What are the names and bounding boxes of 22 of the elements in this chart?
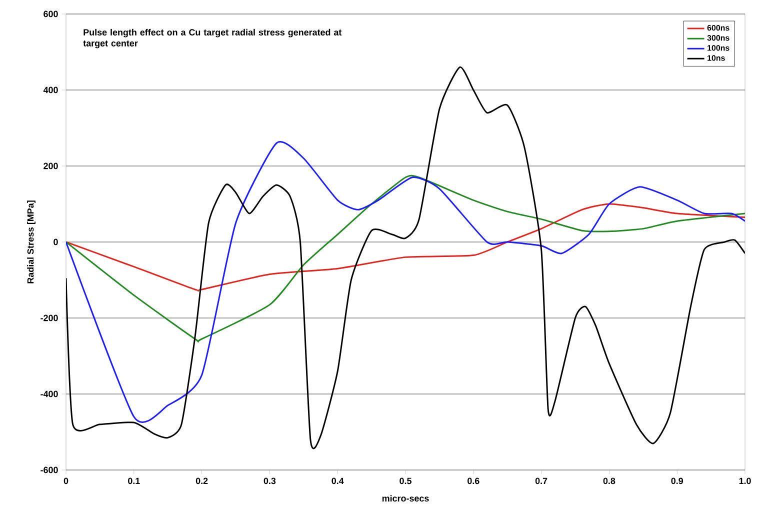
x-tick-label: 0.1 — [128, 478, 140, 484]
x-tick-label: 0.8 — [603, 478, 616, 484]
x-tick-label: 0.3 — [264, 478, 276, 484]
y-tick-label: -400 — [40, 390, 58, 398]
x-tick-label: 0.7 — [535, 478, 548, 484]
line-series — [66, 203, 746, 292]
x-tick-label: 0 — [64, 478, 68, 484]
x-axis-title: micro-secs — [382, 494, 429, 502]
y-tick-label: -600 — [40, 466, 58, 474]
x-tick-label: 1.0 — [739, 478, 751, 484]
y-tick-label: 200 — [44, 162, 58, 170]
y-tick-label: 0 — [54, 238, 58, 246]
y-tick-label: 600 — [44, 10, 58, 18]
x-tick-label: 0.6 — [468, 478, 480, 484]
y-tick-label: -200 — [40, 314, 58, 322]
x-tick-label: 0.4 — [332, 478, 344, 484]
x-tick-label: 0.2 — [196, 478, 208, 484]
text: Pulse length effect on a Cu target radial stress generated at target center — [83, 28, 342, 48]
y-tick-label: 400 — [43, 86, 58, 94]
x-tick-label: 0.5 — [400, 478, 412, 484]
x-tick-label: 0.9 — [671, 478, 684, 484]
y-axis-title: Radial Stress [MPa] — [27, 200, 36, 284]
